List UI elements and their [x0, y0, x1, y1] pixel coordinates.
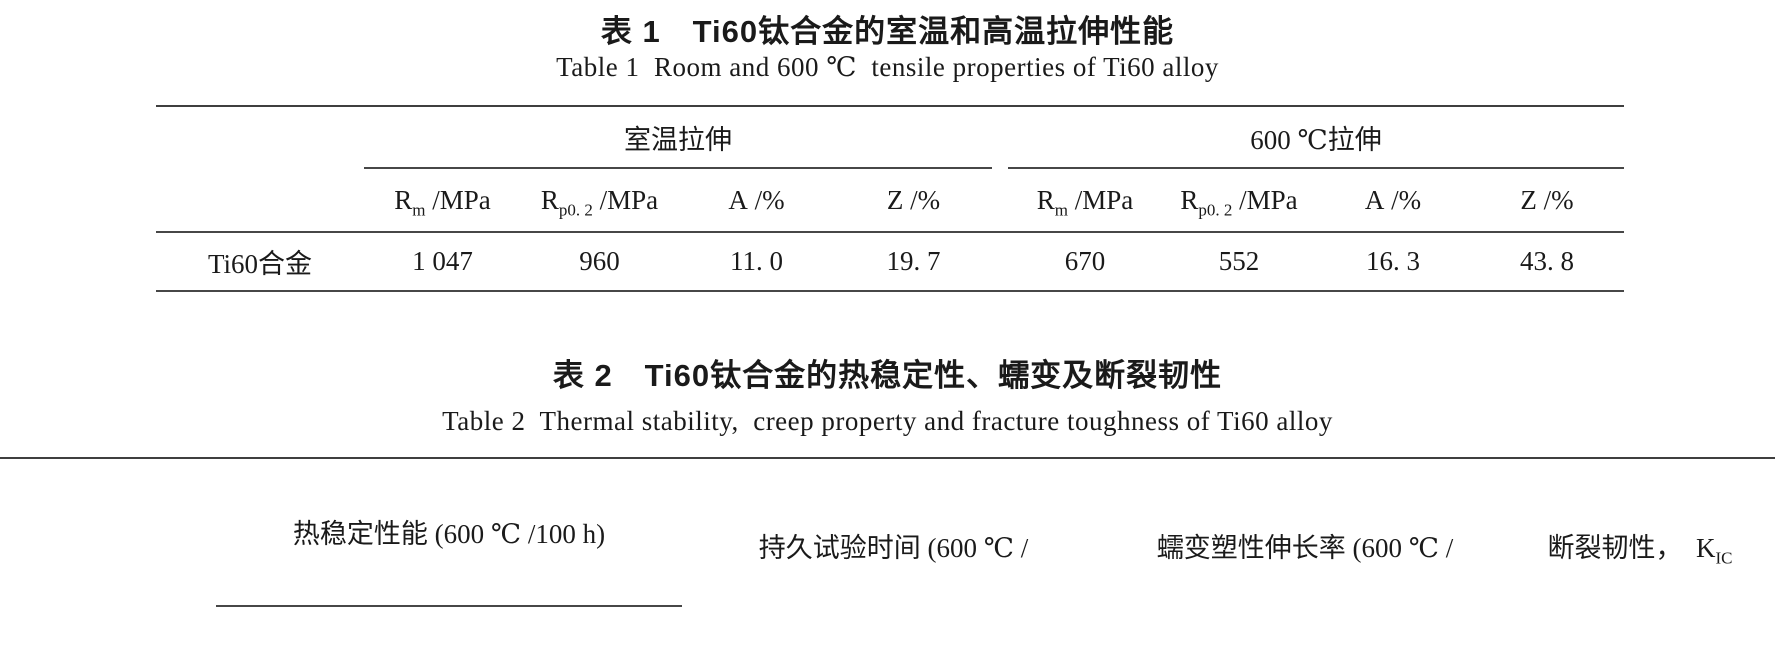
table1-subheader-a-room: A /%	[678, 168, 835, 233]
fracture-line1: 断裂韧性， KIC	[1547, 533, 1733, 568]
table2: 热稳定性能 (600 ℃ /100 h) 持久试验时间 (600 ℃ / 310…	[0, 457, 1775, 652]
table1-group-gap	[992, 106, 1008, 168]
table1-value-rm-600: 670	[1008, 232, 1162, 292]
table1-value-gap	[992, 232, 1008, 292]
table1-subheader-z-600: Z /%	[1470, 168, 1625, 233]
table1-value-z-room: 19. 7	[835, 232, 992, 292]
table2-header-stress-rupture-time: 持久试验时间 (600 ℃ / 310 MPa)， τ /h	[682, 458, 1105, 652]
table1-subheader-row: Rm /MPa Rp0. 2 /MPa A /% Z /% Rm /MPa Rp…	[156, 168, 1625, 233]
table1: 室温拉伸 600 ℃拉伸 Rm /MPa Rp0. 2 /MPa A /% Z …	[156, 105, 1625, 292]
table1-value-rp02-room: 960	[521, 232, 678, 292]
table1-subheader-rp02-600: Rp0. 2 /MPa	[1162, 168, 1316, 233]
table2-subheader-a5: A5 /%	[372, 605, 527, 652]
table1-subheader-rp02-room: Rp0. 2 /MPa	[521, 168, 678, 233]
table2-caption-cn: 表 2 Ti60钛合金的热稳定性、蠕变及断裂韧性	[552, 358, 1223, 393]
table1-row-label: Ti60合金	[156, 232, 364, 292]
table1-subheader-empty	[156, 168, 364, 233]
table2-header-fracture-toughness: 断裂韧性， KIC /MPa• m1/2	[1505, 458, 1775, 652]
table1-caption-cn: 表 1 Ti60钛合金的室温和高温拉伸性能	[600, 14, 1175, 49]
table2-subheader-row: Rm /MPa A5 /% Z /%	[0, 605, 1775, 652]
table1-value-a-600: 16. 3	[1316, 232, 1470, 292]
table1-data-row: Ti60合金 1 047 960 11. 0 19. 7 670 552 16.…	[156, 232, 1625, 292]
table2-header-creep-elongation: 蠕变塑性伸长率 (600 ℃ / 160 MPa /100 h)， εp /%	[1105, 458, 1505, 652]
table1-subheader-z-room: Z /%	[835, 168, 992, 233]
table2-group-row: 热稳定性能 (600 ℃ /100 h) 持久试验时间 (600 ℃ / 310…	[0, 458, 1775, 652]
table1-value-rm-room: 1 047	[364, 232, 521, 292]
stress-rupture-line2: 310 MPa)， τ /h	[682, 638, 1105, 652]
table2-group-thermal-stability: 热稳定性能 (600 ℃ /100 h)	[216, 458, 682, 607]
table1-group-room-temp: 室温拉伸	[364, 106, 992, 169]
fracture-line2: /MPa• m1/2	[1505, 638, 1775, 652]
table1-group-row: 室温拉伸 600 ℃拉伸	[156, 106, 1625, 169]
creep-line1: 蠕变塑性伸长率 (600 ℃ /	[1156, 533, 1454, 563]
table1-value-rp02-600: 552	[1162, 232, 1316, 292]
stress-rupture-line1: 持久试验时间 (600 ℃ /	[758, 533, 1029, 563]
table1-group-600c: 600 ℃拉伸	[1008, 106, 1625, 169]
table1-subheader-a-600: A /%	[1316, 168, 1470, 233]
table2-subheader-z: Z /%	[527, 605, 682, 652]
table1-value-z-600: 43. 8	[1470, 232, 1625, 292]
table1-subheader-rm-room: Rm /MPa	[364, 168, 521, 233]
table2-caption-en: Table 2 Thermal stability, creep propert…	[442, 406, 1333, 436]
table1-subheader-gap	[992, 168, 1008, 233]
table1-corner-cell	[156, 106, 364, 168]
creep-line2: 160 MPa /100 h)， εp /%	[1105, 638, 1505, 652]
table2-corner-cell	[0, 458, 216, 652]
table1-value-a-room: 11. 0	[678, 232, 835, 292]
table1-caption-en: Table 1 Room and 600 ℃ tensile propertie…	[556, 52, 1219, 82]
table2-subheader-rm: Rm /MPa	[216, 605, 372, 652]
table1-subheader-rm-600: Rm /MPa	[1008, 168, 1162, 233]
